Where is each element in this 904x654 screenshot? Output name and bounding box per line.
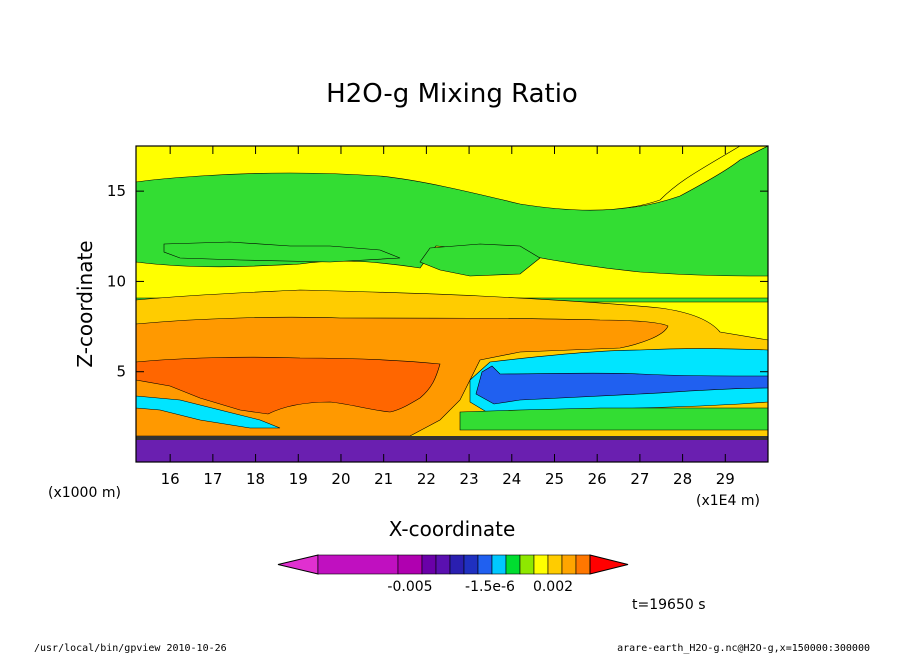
x-tick-label: 26 (588, 470, 607, 488)
colorbar-swatch (397, 554, 423, 575)
colorbar-swatch (533, 554, 549, 575)
colorbar-swatch (491, 554, 507, 575)
band-purple-bottom (136, 437, 768, 462)
x-tick-label: 23 (460, 470, 479, 488)
y-tick-label: 5 (116, 363, 126, 381)
colorbar-swatch (449, 554, 465, 575)
colorbar-label: -1.5e-6 (465, 579, 515, 595)
x-tick-label: 16 (161, 470, 180, 488)
colorbar-labels: -0.005 -1.5e-6 0.002 (387, 579, 573, 595)
colorbar (277, 554, 629, 575)
colorbar-swatch (575, 554, 591, 575)
x-tick-label: 27 (630, 470, 649, 488)
colorbar-swatch (421, 554, 437, 575)
y-axis-ticks: 5 10 15 (107, 182, 768, 381)
x-tick-label: 22 (417, 470, 436, 488)
y-tick-label: 15 (107, 182, 126, 200)
band-cyan-left (136, 395, 281, 429)
footer-right: arare-earth_H2O-g.nc@H2O-g,x=150000:3000… (617, 643, 870, 654)
band-green-strip-2 (419, 243, 541, 277)
y-axis-label: Z-coordinate (73, 240, 97, 367)
band-yellow-cloud (136, 146, 741, 211)
x-tick-label: 17 (203, 470, 222, 488)
plot-frame (135, 145, 769, 463)
colorbar-swatch (547, 554, 563, 575)
colorbar-swatch (463, 554, 479, 575)
band-green-strip (163, 241, 401, 263)
colorbar-label: -0.005 (387, 579, 432, 595)
x-tick-label: 20 (331, 470, 350, 488)
x-axis-label: X-coordinate (389, 517, 516, 541)
x-tick-label: 18 (246, 470, 265, 488)
x-tick-label: 28 (673, 470, 692, 488)
x-tick-label: 19 (289, 470, 308, 488)
colorbar-left-extension (277, 554, 319, 575)
colorbar-label: 0.002 (533, 579, 573, 595)
x-tick-label: 21 (374, 470, 393, 488)
band-green-lower (459, 407, 768, 431)
x-tick-label: 24 (502, 470, 521, 488)
footer-left: /usr/local/bin/gpview 2010-10-26 (34, 643, 227, 654)
x-unit-left: (x1000 m) (48, 485, 121, 501)
colorbar-swatch (519, 554, 535, 575)
colorbar-swatch (561, 554, 577, 575)
x-tick-label: 29 (716, 470, 735, 488)
colorbar-swatch (317, 554, 399, 575)
x-tick-label: 25 (545, 470, 564, 488)
contour-fields (136, 146, 768, 462)
colorbar-swatch (435, 554, 451, 575)
y-tick-label: 10 (107, 272, 126, 290)
x-unit-right: (x1E4 m) (696, 493, 760, 509)
colorbar-swatch (477, 554, 493, 575)
band-dark-orange (136, 356, 441, 415)
band-dark-base (136, 436, 768, 440)
chart-title: H2O-g Mixing Ratio (326, 79, 578, 109)
x-axis-ticks: 16 17 18 19 20 21 22 23 24 25 26 27 28 29 (161, 146, 735, 488)
time-label: t=19650 s (632, 597, 706, 613)
colorbar-right-extension (589, 554, 629, 575)
colorbar-swatch (505, 554, 521, 575)
